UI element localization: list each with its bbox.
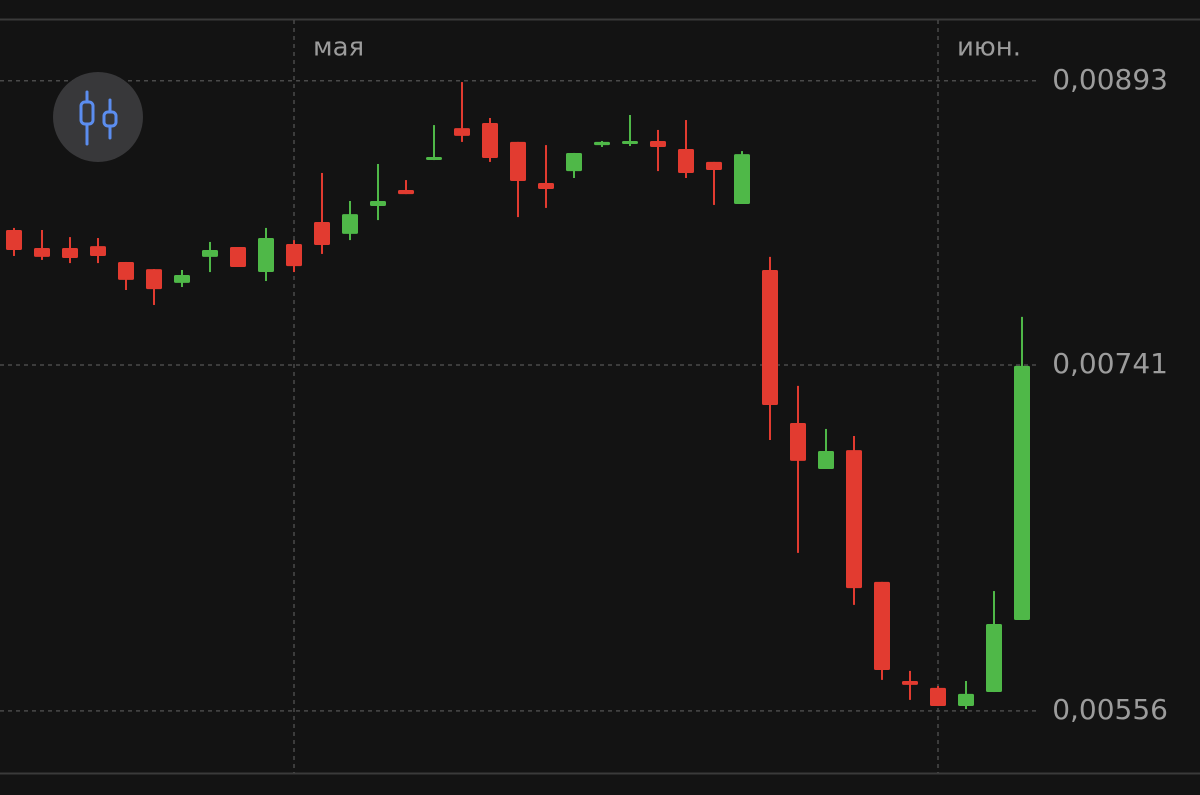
- candle-body: [790, 422, 806, 461]
- candle-body: [482, 123, 498, 158]
- candle-body: [286, 244, 302, 267]
- candle-body: [650, 140, 666, 147]
- candle-body: [622, 140, 638, 144]
- candle-body: [986, 623, 1002, 693]
- candle-body: [6, 229, 22, 250]
- candle-body: [34, 247, 50, 257]
- icon-body: [102, 110, 118, 128]
- candle-body: [314, 221, 330, 245]
- chart-type-button[interactable]: [53, 72, 143, 162]
- candle-body: [594, 141, 610, 146]
- candle-body: [202, 249, 218, 257]
- candle-body: [846, 450, 862, 589]
- candle-body: [902, 681, 918, 685]
- candle-body: [342, 214, 358, 234]
- candle-body: [930, 687, 946, 707]
- candle-body: [762, 270, 778, 406]
- candle-body: [454, 128, 470, 136]
- candle-body: [230, 247, 246, 268]
- candle-body: [174, 275, 190, 283]
- y-tick-label: 0,00556: [1052, 693, 1168, 726]
- candle-body: [90, 246, 106, 256]
- candle-body: [146, 269, 162, 290]
- candle-body: [874, 581, 890, 670]
- candle-body: [118, 261, 134, 280]
- button-background[interactable]: [53, 72, 143, 162]
- y-tick-label: 0,00893: [1052, 63, 1168, 96]
- candle-body: [258, 238, 274, 273]
- candle-body: [706, 161, 722, 170]
- candle-body: [62, 247, 78, 259]
- candle-body: [370, 201, 386, 207]
- candle-body: [426, 157, 442, 161]
- candle-body: [398, 189, 414, 195]
- candle-body: [566, 152, 582, 172]
- candle-body: [734, 154, 750, 204]
- candle-body: [1014, 365, 1030, 621]
- candle-body: [538, 183, 554, 190]
- candle-body: [678, 149, 694, 173]
- candle-body: [510, 141, 526, 181]
- x-tick-label: мая: [313, 33, 364, 63]
- candle-body: [818, 451, 834, 469]
- y-tick-label: 0,00741: [1052, 347, 1168, 380]
- icon-body: [79, 100, 95, 126]
- candle-body: [958, 693, 974, 707]
- x-tick-label: июн.: [957, 33, 1021, 63]
